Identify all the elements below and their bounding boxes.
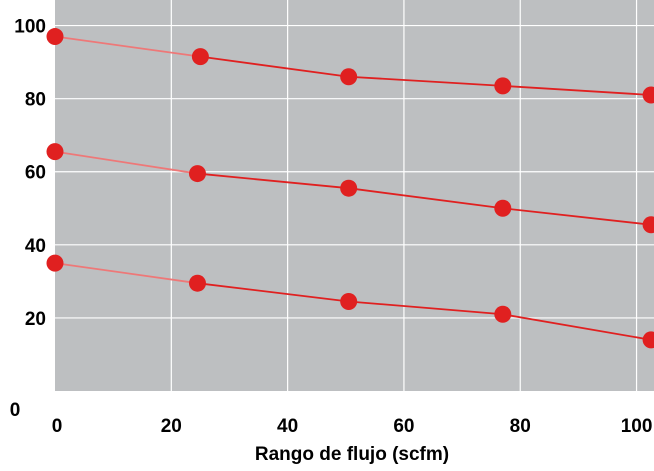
x-axis-ticks: 0 20 40 60 80 100 bbox=[52, 416, 653, 437]
grid bbox=[55, 0, 654, 391]
series-3-point-3 bbox=[340, 292, 358, 310]
y-tick-label-60: 60 bbox=[25, 163, 46, 184]
series-3-point-4 bbox=[494, 305, 512, 323]
x-tick-label-0: 0 bbox=[52, 416, 63, 437]
series-2-point-5 bbox=[642, 216, 654, 234]
series-1-point-4 bbox=[494, 77, 512, 95]
series-3-segment-1 bbox=[54, 262, 198, 285]
series-1-segment-1 bbox=[54, 35, 201, 58]
series-2-segment-2 bbox=[197, 172, 349, 190]
series-3-segment-3 bbox=[348, 300, 503, 316]
x-tick-label-40: 40 bbox=[277, 416, 298, 437]
series-1-segment-2 bbox=[200, 55, 349, 78]
series-1-segment-4 bbox=[502, 84, 652, 96]
series-points bbox=[46, 28, 654, 349]
series-3-segment-2 bbox=[197, 282, 349, 303]
y-tick-label-80: 80 bbox=[25, 90, 46, 111]
series-2-point-1 bbox=[46, 143, 64, 161]
x-axis-title: Rango de flujo (scfm) bbox=[255, 444, 449, 465]
x-tick-label-60: 60 bbox=[393, 416, 414, 437]
series-2-segment-1 bbox=[54, 150, 198, 175]
series-2-point-4 bbox=[494, 199, 512, 217]
series-1-point-3 bbox=[340, 68, 358, 86]
plot-area bbox=[55, 0, 654, 391]
series-2-segment-3 bbox=[348, 187, 503, 210]
y-tick-label-20: 20 bbox=[25, 309, 46, 330]
series-3-point-5 bbox=[642, 331, 654, 349]
series-1-point-5 bbox=[642, 86, 654, 104]
y-axis-ticks: 0 20 40 60 80 100 bbox=[10, 17, 46, 421]
series-3-point-2 bbox=[188, 274, 206, 292]
x-tick-label-20: 20 bbox=[161, 416, 182, 437]
y-tick-label-0: 0 bbox=[10, 400, 21, 421]
series-1-point-1 bbox=[46, 28, 64, 46]
series-2-point-3 bbox=[340, 179, 358, 197]
series-2-point-2 bbox=[188, 165, 206, 183]
series-2-segment-4 bbox=[502, 207, 652, 226]
series-1-point-2 bbox=[191, 48, 209, 66]
series-lines bbox=[54, 35, 652, 341]
y-tick-label-40: 40 bbox=[25, 236, 46, 257]
series-3-segment-4 bbox=[502, 313, 652, 341]
series-1-segment-3 bbox=[348, 75, 503, 87]
x-tick-label-80: 80 bbox=[510, 416, 531, 437]
x-tick-label-100: 100 bbox=[621, 416, 653, 437]
y-tick-label-100: 100 bbox=[14, 17, 46, 38]
series-3-point-1 bbox=[46, 254, 64, 272]
